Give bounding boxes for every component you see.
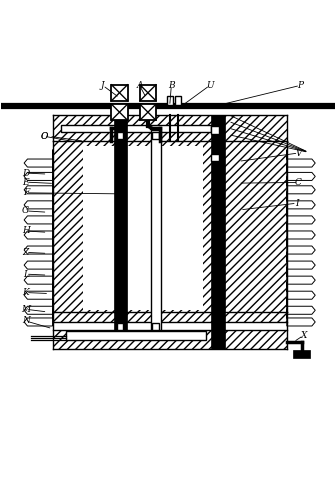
Polygon shape (287, 267, 315, 284)
Bar (211, 126, 219, 133)
Text: O: O (41, 132, 48, 141)
Text: V: V (295, 148, 302, 157)
Bar (115, 115, 127, 330)
Bar (211, 115, 225, 349)
Polygon shape (24, 192, 52, 209)
Bar (167, 96, 173, 105)
Bar (61, 124, 211, 132)
Polygon shape (287, 297, 315, 314)
Text: H: H (22, 227, 30, 236)
Polygon shape (24, 267, 52, 284)
Text: Z: Z (23, 248, 29, 257)
Polygon shape (24, 282, 52, 299)
Bar (52, 115, 287, 141)
Text: M: M (21, 305, 31, 314)
Polygon shape (24, 163, 52, 180)
Bar (112, 85, 128, 101)
Bar (152, 323, 159, 330)
Text: U: U (206, 81, 214, 90)
Text: D: D (22, 168, 30, 178)
Polygon shape (287, 192, 315, 209)
Bar (52, 312, 287, 322)
Polygon shape (24, 150, 52, 167)
Bar (66, 331, 207, 340)
Text: E: E (23, 178, 29, 187)
Bar (117, 323, 124, 330)
Polygon shape (24, 309, 52, 326)
Text: L: L (23, 270, 29, 278)
Text: C: C (295, 178, 302, 187)
Bar (140, 85, 156, 101)
Polygon shape (24, 297, 52, 314)
Polygon shape (287, 150, 315, 167)
Polygon shape (287, 309, 315, 326)
Polygon shape (287, 163, 315, 180)
Polygon shape (24, 252, 52, 269)
Text: N: N (22, 316, 30, 325)
Text: K: K (23, 288, 29, 297)
Bar (117, 132, 124, 139)
Bar (52, 330, 287, 349)
Text: P: P (297, 81, 303, 90)
Bar (175, 96, 181, 105)
Bar (211, 154, 219, 161)
Text: A: A (136, 81, 143, 90)
Bar (52, 141, 287, 312)
Bar (112, 104, 128, 120)
Text: O: O (41, 132, 48, 141)
Polygon shape (24, 206, 52, 224)
Bar (140, 104, 156, 120)
Bar (151, 130, 161, 330)
Bar (152, 132, 159, 139)
Text: J: J (101, 81, 104, 90)
Polygon shape (287, 282, 315, 299)
Polygon shape (24, 237, 52, 254)
Polygon shape (287, 237, 315, 254)
Text: B: B (168, 81, 175, 90)
Text: G: G (22, 206, 30, 216)
Text: I: I (295, 199, 299, 208)
Polygon shape (287, 222, 315, 239)
Polygon shape (24, 177, 52, 194)
Text: F: F (23, 188, 29, 197)
Polygon shape (24, 222, 52, 239)
Polygon shape (287, 252, 315, 269)
Text: X: X (300, 331, 307, 340)
Polygon shape (287, 206, 315, 224)
Polygon shape (287, 177, 315, 194)
Bar (83, 146, 203, 310)
Bar (293, 350, 310, 358)
